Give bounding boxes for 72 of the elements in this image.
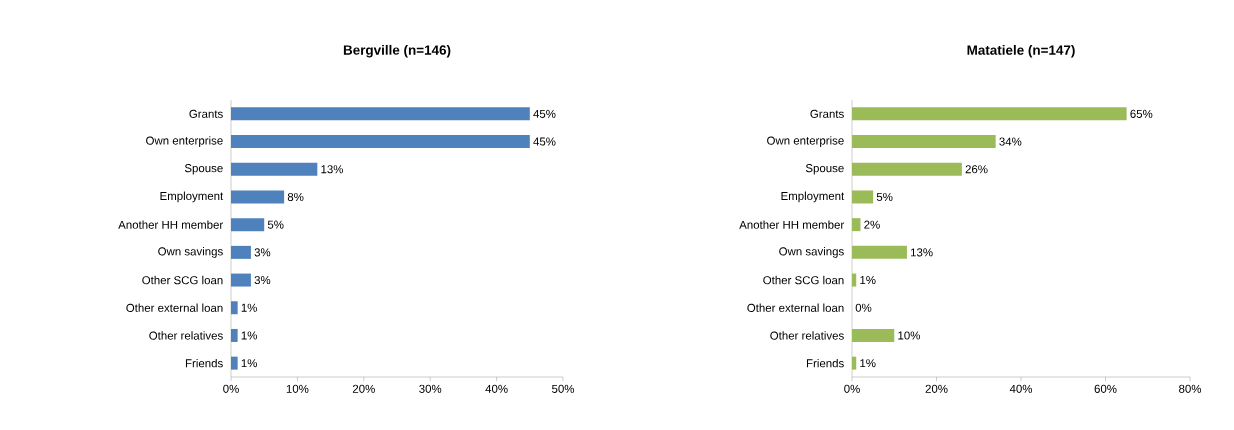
data-label: 1% [241,359,257,368]
bar [852,190,874,204]
data-label: 0% [855,303,872,312]
bar [231,273,251,287]
y-tick-label: Grants [189,109,223,118]
x-tick-label: 60% [1094,384,1117,393]
bar [852,218,861,232]
bar [231,135,530,149]
data-label: 13% [911,248,933,257]
data-label: 34% [999,137,1022,146]
bar [852,107,1127,121]
bar [231,218,265,232]
y-tick-label: Another HH member [118,220,224,229]
data-label: 45% [533,137,556,146]
x-tick-label: 10% [286,384,309,393]
data-label: 65% [1130,109,1153,118]
x-tick-label: 0% [844,384,860,393]
data-label: 3% [254,276,271,285]
y-tick-label: Other SCG loan [763,275,844,285]
y-tick-label: Other relatives [149,331,223,340]
y-tick-label: Friends [806,358,844,368]
y-tick-label: Employment [781,191,845,203]
bar [231,356,238,370]
bar [852,245,907,259]
x-tick-label: 30% [419,384,442,393]
data-label: 1% [860,359,876,368]
data-label: 1% [241,331,257,340]
y-tick-label: Grants [810,109,844,118]
chart-title: Bergville (n=146) [343,44,451,58]
data-label: 45% [533,109,556,118]
y-tick-label: Spouse [184,164,223,175]
data-label: 5% [267,220,284,229]
y-tick-label: Friends [185,358,223,368]
data-label: 5% [876,192,893,201]
chart-title: Matatiele (n=147) [967,44,1075,58]
x-tick-label: 20% [352,384,375,393]
x-tick-label: 40% [1009,384,1033,393]
data-label: 1% [860,276,876,285]
y-tick-label: Another HH member [739,220,845,229]
x-tick-label: 20% [925,384,948,393]
y-tick-label: Own enterprise [767,136,844,147]
bar [231,328,238,342]
y-tick-label: Spouse [805,164,844,175]
x-tick-label: 80% [1179,384,1202,393]
y-tick-label: Own enterprise [146,136,223,147]
y-tick-label: Employment [160,191,224,203]
data-label: 2% [864,220,880,229]
y-tick-label: Other external loan [747,303,844,312]
bar [852,135,996,149]
data-label: 3% [254,248,271,257]
bar [852,162,962,176]
x-tick-label: 50% [552,384,575,393]
bar [231,245,251,259]
data-label: 13% [321,165,344,174]
y-tick-label: Other relatives [770,331,844,340]
bar [231,107,530,121]
bar [231,301,238,315]
bar [231,162,318,176]
bar [852,356,857,370]
data-label: 10% [898,331,920,340]
y-tick-label: Own savings [779,247,844,258]
y-tick-label: Other external loan [126,303,223,312]
y-tick-label: Other SCG loan [142,275,223,285]
x-tick-label: 40% [485,384,508,393]
y-tick-label: Own savings [158,247,223,258]
x-tick-label: 0% [223,384,239,393]
bar [852,328,895,342]
data-label: 8% [287,192,304,202]
bar [852,273,857,287]
data-label: 26% [965,165,988,174]
data-label: 1% [241,303,257,312]
bar [231,190,285,204]
